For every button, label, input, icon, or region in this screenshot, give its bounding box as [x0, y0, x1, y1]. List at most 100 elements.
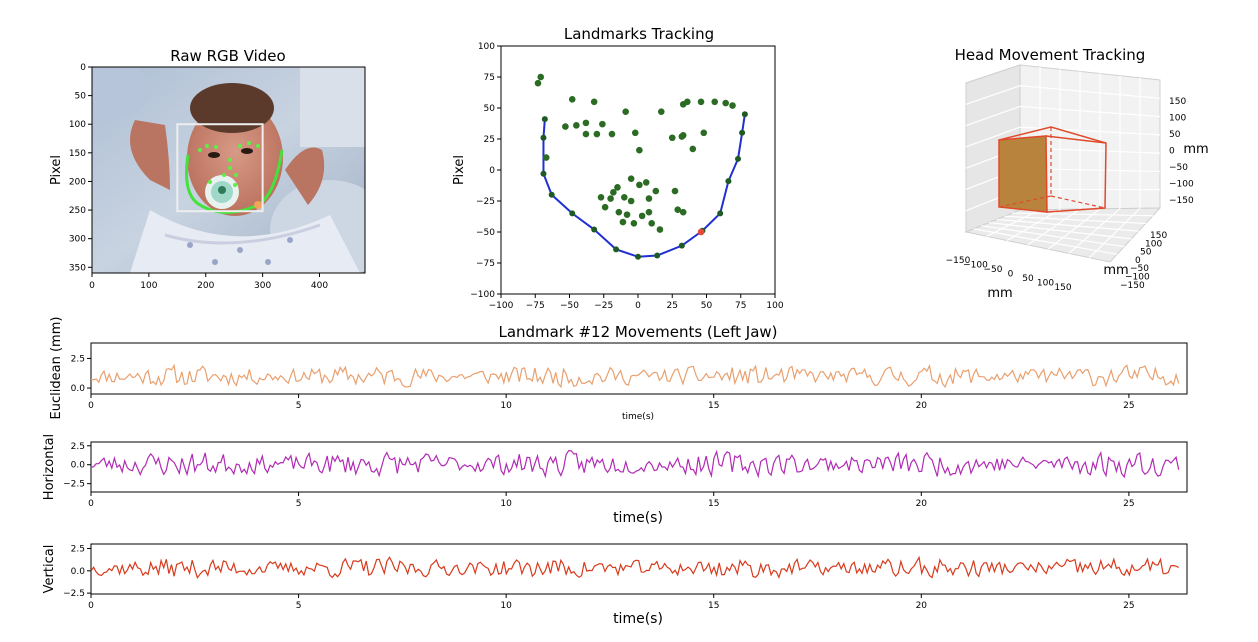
head-3d-grid-line	[973, 228, 1118, 255]
jaw-landmark-point	[741, 111, 748, 118]
rgb-x-tick-label: 200	[197, 281, 214, 291]
head-3d-x-tick-label: 100	[1037, 279, 1054, 289]
time-x-tick-label: 20	[916, 601, 928, 611]
landmark-point	[636, 146, 643, 154]
head-3d-grid-line	[996, 218, 1139, 232]
head-3d-grid-line	[986, 209, 1041, 237]
signal-line	[90, 449, 1180, 479]
head-3d-x-tick-label: −150	[946, 256, 971, 266]
value-y-tick-label: 2.5	[71, 544, 85, 554]
landmarks-y-tick-label: −25	[476, 197, 495, 207]
jaw-landmark-point	[540, 170, 547, 177]
time-x-tick-label: 0	[88, 601, 94, 611]
rgb-y-tick-label: 200	[69, 177, 86, 187]
head-3d-grid-line	[965, 105, 1021, 127]
landmarks-x-tick-label: −50	[560, 301, 579, 311]
landmark-point	[615, 208, 623, 216]
landmarks-panel: Landmarks Tracking Pixel −100 −75 −50 −25 0 2…	[452, 25, 784, 311]
jaw-landmark-point	[717, 210, 724, 217]
head-3d-panel: Head Movement Tracking 150100500−50−100−…	[946, 46, 1209, 301]
jaw-landmark-point	[591, 226, 598, 233]
time-x-tick-label: 0	[88, 499, 94, 509]
landmark-point	[684, 98, 691, 106]
landmark-point	[679, 208, 687, 216]
movements-title: Landmark #12 Movements (Left Jaw)	[498, 323, 777, 341]
landmark-point	[630, 220, 638, 227]
rgb-x-tick-label: 0	[89, 281, 95, 291]
landmarks-y-tick-label: 100	[478, 42, 495, 52]
landmarks-x-tick-label: 100	[766, 301, 783, 311]
rgb-y-tick-label: 50	[75, 92, 87, 102]
head-3d-x-tick-label: −50	[984, 265, 1003, 275]
head-3d-grid-line	[1006, 208, 1061, 242]
landmark-point	[627, 175, 635, 182]
head-3d-y-tick-label: −100	[1125, 273, 1150, 283]
euclidean-ylabel: Euclidean (mm)	[49, 317, 64, 420]
rgb-face-bounding-box	[176, 123, 264, 213]
rgb-video-ylabel: Pixel	[49, 155, 64, 185]
landmark-point	[671, 187, 679, 195]
value-y-tick-label: 0.0	[71, 567, 86, 577]
landmark-point	[638, 212, 646, 220]
time-x-tick-label: 25	[1123, 601, 1134, 611]
value-y-tick-label: 0.0	[71, 384, 86, 394]
landmark-point	[610, 189, 617, 196]
head-3d-x-tick-label: 50	[1022, 274, 1034, 284]
landmark-point	[568, 96, 576, 103]
time-x-tick-label: 10	[500, 601, 512, 611]
time-x-tick-label: 20	[916, 401, 928, 411]
jaw-landmark-point	[735, 155, 742, 162]
landmarks-x-tick-label: 50	[701, 301, 713, 311]
landmark-point	[652, 187, 660, 195]
rgb-x-tick-label: 400	[311, 281, 328, 291]
jaw-landmark-point	[541, 116, 548, 123]
landmarks-x-tick-label: 75	[735, 301, 746, 311]
rgb-y-tick-label: 150	[69, 149, 86, 159]
landmarks-y-tick-label: −100	[470, 290, 495, 300]
landmark-point	[582, 130, 590, 138]
landmark-point	[657, 108, 665, 116]
head-3d-grid-line	[965, 85, 1021, 105]
euclidean-xlabel: time(s)	[622, 412, 654, 422]
head-3d-y-tick-label: 50	[1140, 248, 1152, 258]
value-y-tick-label: −2.5	[63, 589, 85, 599]
head-3d-grid-line	[1047, 208, 1101, 250]
landmark-point	[597, 193, 605, 201]
head-3d-grid-line	[1019, 85, 1161, 99]
landmark-point	[674, 206, 682, 213]
landmarks-y-tick-label: −50	[476, 228, 495, 238]
rgb-video-title: Raw RGB Video	[170, 47, 285, 65]
value-y-tick-label: 0.0	[71, 461, 86, 471]
euclidean-panel: Euclidean (mm) time(s) 0 5 10 15 20 25 2.5 0.0	[49, 317, 1188, 422]
head-3d-grid-line	[965, 126, 1021, 148]
rgb-y-tick-label: 250	[69, 206, 86, 216]
value-y-tick-label: 2.5	[71, 442, 85, 452]
head-3d-grid-line	[1027, 208, 1081, 246]
landmarks-x-tick-label: 25	[667, 301, 678, 311]
landmark-point	[608, 130, 616, 138]
landmark-point	[601, 203, 609, 211]
head-3d-grid-line	[1012, 212, 1153, 217]
time-x-tick-label: 0	[88, 401, 94, 411]
jaw-landmark-point	[613, 246, 620, 253]
rgb-y-tick-label: 0	[80, 63, 86, 73]
rgb-x-tick-label: 100	[140, 281, 157, 291]
value-y-tick-label: 2.5	[71, 354, 85, 364]
vertical-ylabel: Vertical	[42, 545, 57, 594]
jaw-landmark-point	[654, 252, 661, 259]
landmarks-plot-area	[500, 45, 776, 295]
rgb-highlight-landmark	[254, 201, 262, 209]
vertical-xlabel: time(s)	[613, 611, 663, 627]
jaw-landmark-point	[739, 129, 746, 136]
rgb-x-tick-label: 300	[254, 281, 271, 291]
jaw-landmark-point	[678, 242, 685, 249]
time-x-tick-label: 10	[500, 401, 512, 411]
head-3d-z-tick-label: 0	[1169, 147, 1175, 157]
horizontal-xlabel: time(s)	[613, 510, 663, 526]
landmarks-x-tick-label: −100	[489, 301, 514, 311]
head-3d-y-tick-label: 100	[1145, 239, 1162, 249]
rgb-y-tick-label: 100	[69, 120, 86, 130]
time-x-tick-label: 15	[708, 499, 719, 509]
horizontal-ylabel: Horizontal	[42, 434, 57, 500]
jaw-landmark-point	[548, 191, 555, 198]
